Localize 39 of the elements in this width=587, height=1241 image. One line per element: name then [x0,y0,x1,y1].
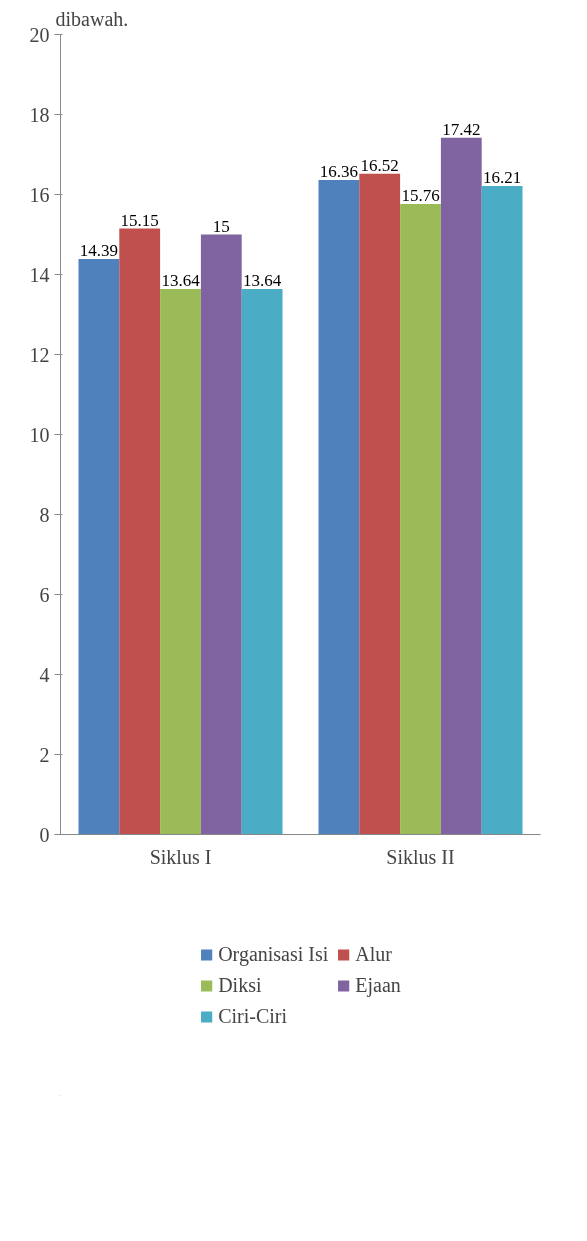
bar [481,186,523,835]
y-tick-label: 0 [39,823,50,846]
bar [440,137,482,835]
data-label: 16.36 [319,162,359,182]
y-tick-label: 8 [39,503,50,526]
y-tick-label: 14 [29,263,50,286]
bar [119,228,161,835]
y-tick-label: 6 [39,583,50,606]
bar [318,180,360,835]
data-label: 14.39 [79,240,119,260]
x-tick-label: Siklus I [149,845,212,868]
y-tick-label: 18 [29,103,50,126]
data-label: 13.64 [242,270,282,290]
bar [241,288,283,835]
data-label: 15.15 [120,210,159,230]
y-tick-label: 16 [29,183,50,206]
data-label: 16.21 [482,168,522,188]
bar [400,204,441,835]
y-tick-label: 20 [29,23,50,46]
data-label: 15 [212,216,230,236]
x-tick-label: Siklus II [386,845,455,868]
legend-label: Diksi [218,973,262,997]
data-label: 13.64 [161,270,201,290]
legend-label: Ejaan [355,973,401,997]
bar [200,234,242,835]
bar [359,173,401,835]
y-tick-label: 10 [29,423,50,446]
data-label: 17.42 [442,119,481,139]
y-tick-label: 2 [39,743,50,766]
bar [160,288,201,835]
y-tick-label: 4 [39,663,50,686]
legend-label: Alur [355,942,392,966]
y-tick-label: 12 [29,343,50,366]
data-label: 16.52 [360,155,399,175]
bar [78,258,120,835]
legend-label: Organisasi Isi [218,942,329,966]
data-label: 15.76 [401,186,440,206]
legend-label: Ciri-Ciri [218,1004,288,1028]
text: dibawah. [55,7,129,30]
